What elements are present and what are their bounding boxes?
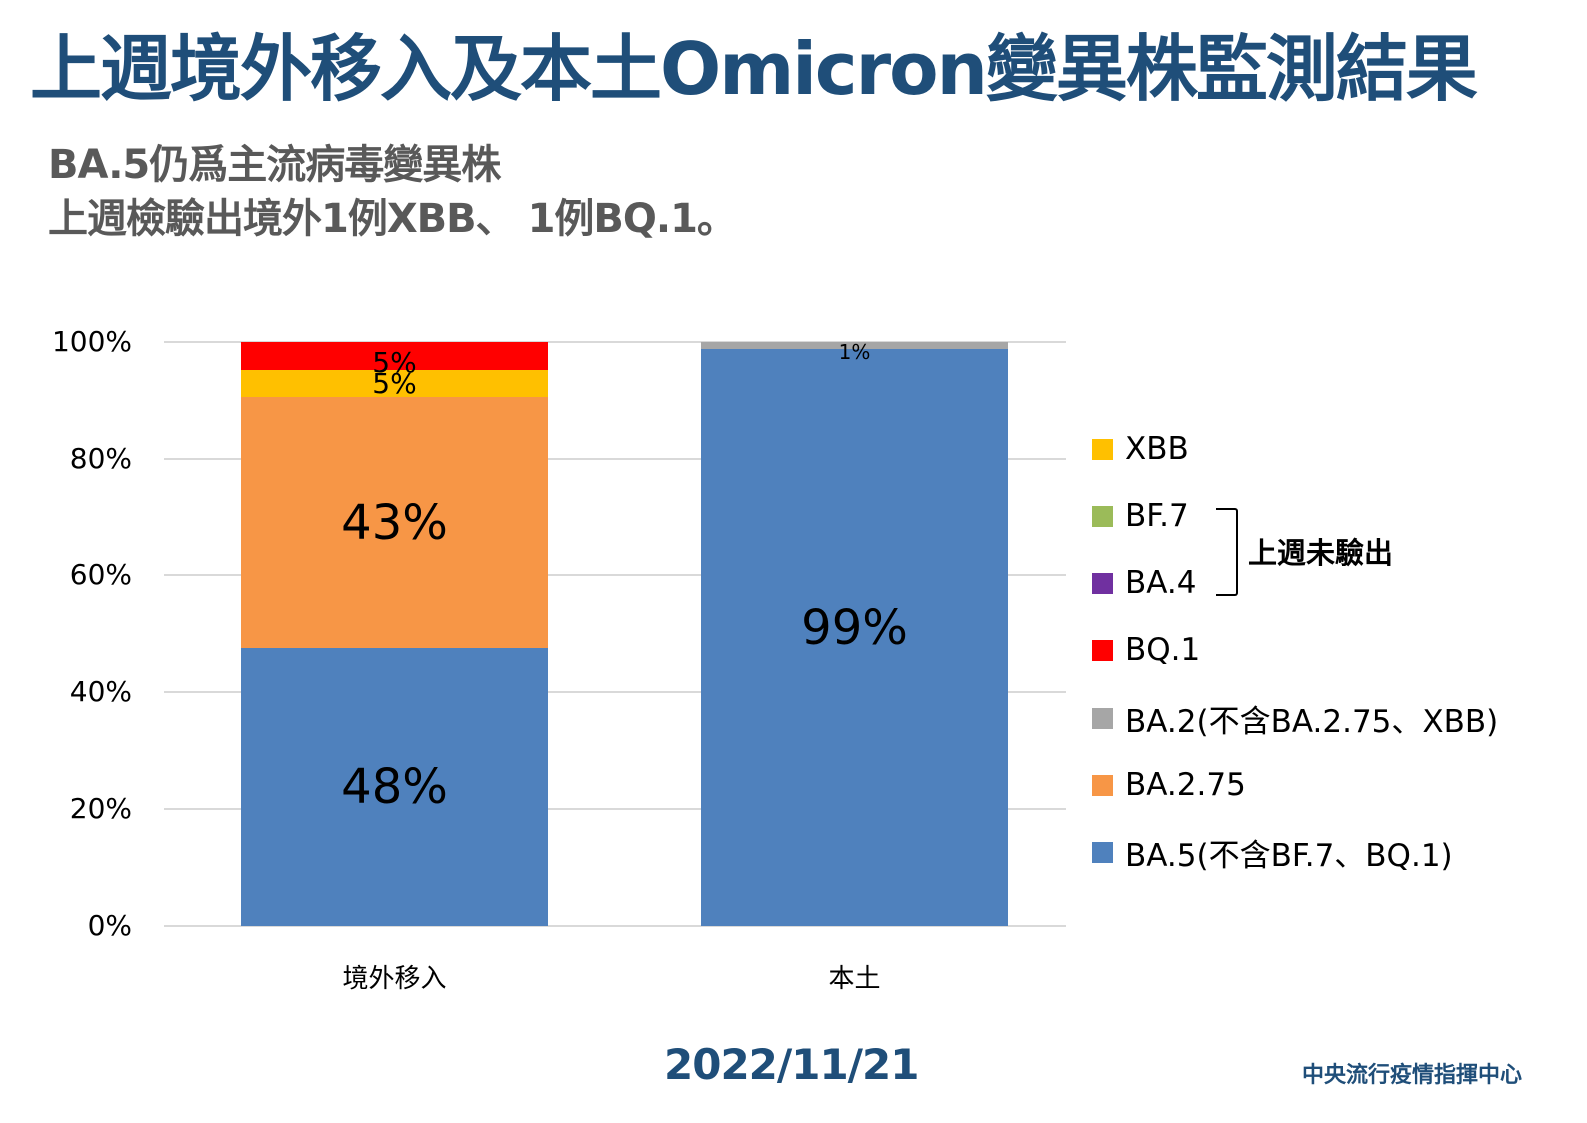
bar-domestic: 99% 1% [701,340,1008,926]
legend-item-ba2: BA.2(不含BA.2.75、XBB) [1092,698,1499,740]
segment-ba275: 43% [241,397,548,648]
legend-label: BA.2.75 [1125,767,1246,803]
x-label-imported: 境外移入 [342,964,447,994]
segment-ba2: 1% [701,340,1008,364]
legend-label: BQ.1 [1125,632,1201,668]
y-tick-60: 60% [69,558,132,591]
subtitle-line-1: BA.5仍爲主流病毒變異株 [48,142,501,188]
page-title: 上週境外移入及本土Omicron變異株監測結果 [30,27,1478,111]
gridline [164,691,1066,693]
y-tick-40: 40% [69,675,132,708]
subtitle-line-2: 上週檢驗出境外1例XBB、 1例BQ.1。 [48,196,737,242]
segment-bq1: 5% [241,342,548,377]
y-tick-0: 0% [87,909,132,942]
gridline [164,341,1066,343]
y-tick-20: 20% [69,792,132,825]
legend-item-xbb: XBB [1092,429,1189,469]
legend-swatch [1092,774,1113,796]
data-label: 48% [341,759,448,815]
legend-swatch [1092,572,1113,594]
gridline [164,458,1066,460]
legend-swatch [1092,639,1113,661]
segment-ba5: 48% [241,648,548,926]
y-tick-80: 80% [69,442,132,475]
data-label: 43% [341,494,448,551]
legend-item-bf7: BF.7 [1092,496,1189,536]
data-label: 1% [838,339,871,364]
legend-label: XBB [1125,431,1189,467]
x-label-domestic: 本土 [828,964,881,994]
segment-xbb: 5% [241,367,548,400]
legend-item-ba4: BA.4 [1092,563,1197,603]
gridline [164,574,1066,576]
legend-label: BA.5(不含BF.7、BQ.1) [1125,837,1453,874]
legend-label: BA.2(不含BA.2.75、XBB) [1125,703,1499,740]
y-tick-100: 100% [51,325,132,358]
x-axis-line [164,925,1066,927]
legend-swatch [1092,841,1113,863]
legend-label: BF.7 [1125,498,1189,534]
gridline [164,808,1066,810]
legend-item-ba275: BA.2.75 [1092,765,1246,805]
data-label: 99% [801,599,908,656]
organization-name: 中央流行疫情指揮中心 [1302,1063,1523,1088]
data-label: 5% [372,346,417,379]
report-date: 2022/11/21 [664,1040,919,1089]
bar-imported: 48% 43% 5% 5% [241,342,548,926]
legend-swatch [1092,707,1113,729]
legend-bracket [1216,508,1238,596]
not-detected-annotation: 上週未驗出 [1248,536,1394,570]
legend-item-ba5: BA.5(不含BF.7、BQ.1) [1092,832,1453,874]
legend-swatch [1092,505,1113,527]
legend-item-bq1: BQ.1 [1092,630,1200,670]
segment-ba5: 99% [701,349,1008,926]
legend-label: BA.4 [1125,565,1197,601]
legend-swatch [1092,438,1113,460]
data-label: 5% [372,367,417,400]
